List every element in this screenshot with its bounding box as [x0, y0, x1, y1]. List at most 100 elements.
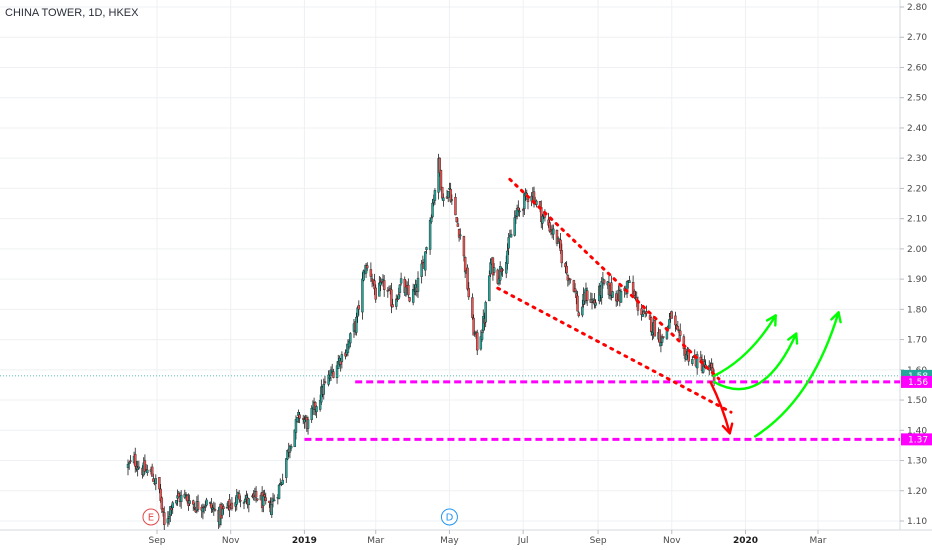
- candle-body: [498, 266, 502, 281]
- candle-body: [641, 314, 644, 317]
- candle-body: [560, 250, 564, 264]
- candle-body: [201, 507, 205, 513]
- candle-body: [447, 191, 450, 198]
- candle-body: [645, 311, 648, 314]
- candle-body: [247, 498, 251, 505]
- candle-body: [126, 464, 130, 468]
- candle-body: [442, 197, 445, 201]
- candle-body: [160, 497, 164, 510]
- candle-body: [254, 491, 258, 498]
- candle-body: [521, 209, 525, 211]
- y-tick-label: 1.50: [907, 396, 927, 406]
- candle-body: [610, 282, 613, 296]
- candle-body: [228, 499, 231, 511]
- x-tick-label: Jul: [517, 536, 529, 546]
- x-tick-label: Mar: [367, 536, 384, 546]
- candle-body: [509, 233, 513, 238]
- scenario-arrow: [753, 311, 840, 438]
- candle-body: [456, 223, 460, 227]
- candle-body: [374, 287, 377, 300]
- y-tick-label: 2.10: [907, 215, 927, 225]
- price-axis[interactable]: 2.80 2.70 2.60 2.50 2.40 2.30 2.20 2.10 2.00 1.90…: [900, 3, 932, 527]
- candle-body: [467, 288, 470, 298]
- candle-body: [390, 289, 393, 307]
- candle-body: [273, 499, 276, 502]
- x-tick-label: May: [440, 536, 459, 546]
- candle-body: [566, 275, 570, 281]
- candle-body: [695, 354, 699, 369]
- candle-body: [611, 291, 614, 298]
- candle-body: [633, 290, 636, 296]
- y-tick-label: 2.20: [907, 184, 927, 194]
- candle-body: [518, 210, 521, 213]
- candle-body: [397, 294, 400, 300]
- candle-body: [507, 237, 510, 249]
- candle-body: [213, 509, 217, 511]
- candle-body: [457, 229, 461, 238]
- candle-body: [263, 494, 266, 497]
- candle-body: [425, 247, 428, 250]
- candle-body: [569, 278, 572, 281]
- y-tick-label: 1.10: [907, 517, 927, 527]
- candle-body: [466, 267, 469, 290]
- candle-body: [235, 495, 238, 505]
- candle-body: [302, 418, 305, 420]
- candle-body: [303, 419, 306, 423]
- y-tick-label: 2.30: [907, 154, 927, 164]
- candle-body: [355, 316, 358, 333]
- event-marker-label: D: [446, 513, 454, 524]
- candle-body: [262, 495, 265, 507]
- candle-body: [239, 500, 242, 502]
- candle-body: [395, 298, 398, 307]
- candle-body: [682, 336, 686, 349]
- candle-body: [407, 284, 410, 296]
- candle-body: [327, 374, 330, 385]
- candle-body: [146, 469, 149, 474]
- candle-body: [306, 419, 310, 429]
- candle-body: [433, 190, 437, 201]
- candle-body: [179, 494, 183, 503]
- candle-body: [472, 317, 475, 336]
- candle-body: [391, 304, 394, 308]
- candle-body: [349, 333, 352, 344]
- candle-body: [640, 308, 643, 316]
- candle-body: [428, 220, 432, 250]
- x-tick-label: 2020: [733, 536, 758, 546]
- candle-body: [513, 217, 516, 236]
- candle-body: [479, 336, 483, 350]
- candles: [126, 153, 716, 530]
- candle-body: [484, 302, 487, 323]
- candle-body: [328, 377, 332, 379]
- scenario-arrow: [712, 314, 777, 378]
- x-tick-label: Sep: [590, 536, 607, 546]
- candle-body: [335, 365, 339, 378]
- candle-body: [137, 466, 141, 469]
- candle-body: [459, 234, 462, 237]
- candle-body: [567, 277, 571, 280]
- candle-body: [210, 503, 213, 509]
- price-badge: [901, 375, 932, 388]
- candle-body: [480, 332, 484, 340]
- candle-body: [650, 317, 653, 333]
- candle-body: [462, 236, 466, 257]
- time-axis[interactable]: Sep Nov 2019 Mar May Jul Sep Nov 2020 Mar: [149, 530, 827, 546]
- candle-body: [488, 275, 491, 302]
- candle-body: [315, 406, 318, 413]
- scenario-arrow: [712, 332, 798, 391]
- candle-body: [357, 305, 361, 310]
- x-tick-label: Nov: [222, 536, 240, 546]
- candle-body: [285, 458, 288, 478]
- candle-body: [668, 319, 671, 329]
- candle-body: [565, 265, 568, 274]
- candle-body: [169, 506, 172, 516]
- candle-body: [416, 277, 420, 292]
- candle-body: [523, 193, 526, 210]
- candle-body: [362, 270, 365, 281]
- candle-body: [662, 336, 665, 338]
- candle-body: [129, 460, 132, 462]
- candle-body: [184, 494, 188, 496]
- y-tick-label: 1.40: [907, 426, 927, 436]
- candle-body: [653, 320, 657, 337]
- candle-body: [492, 267, 496, 273]
